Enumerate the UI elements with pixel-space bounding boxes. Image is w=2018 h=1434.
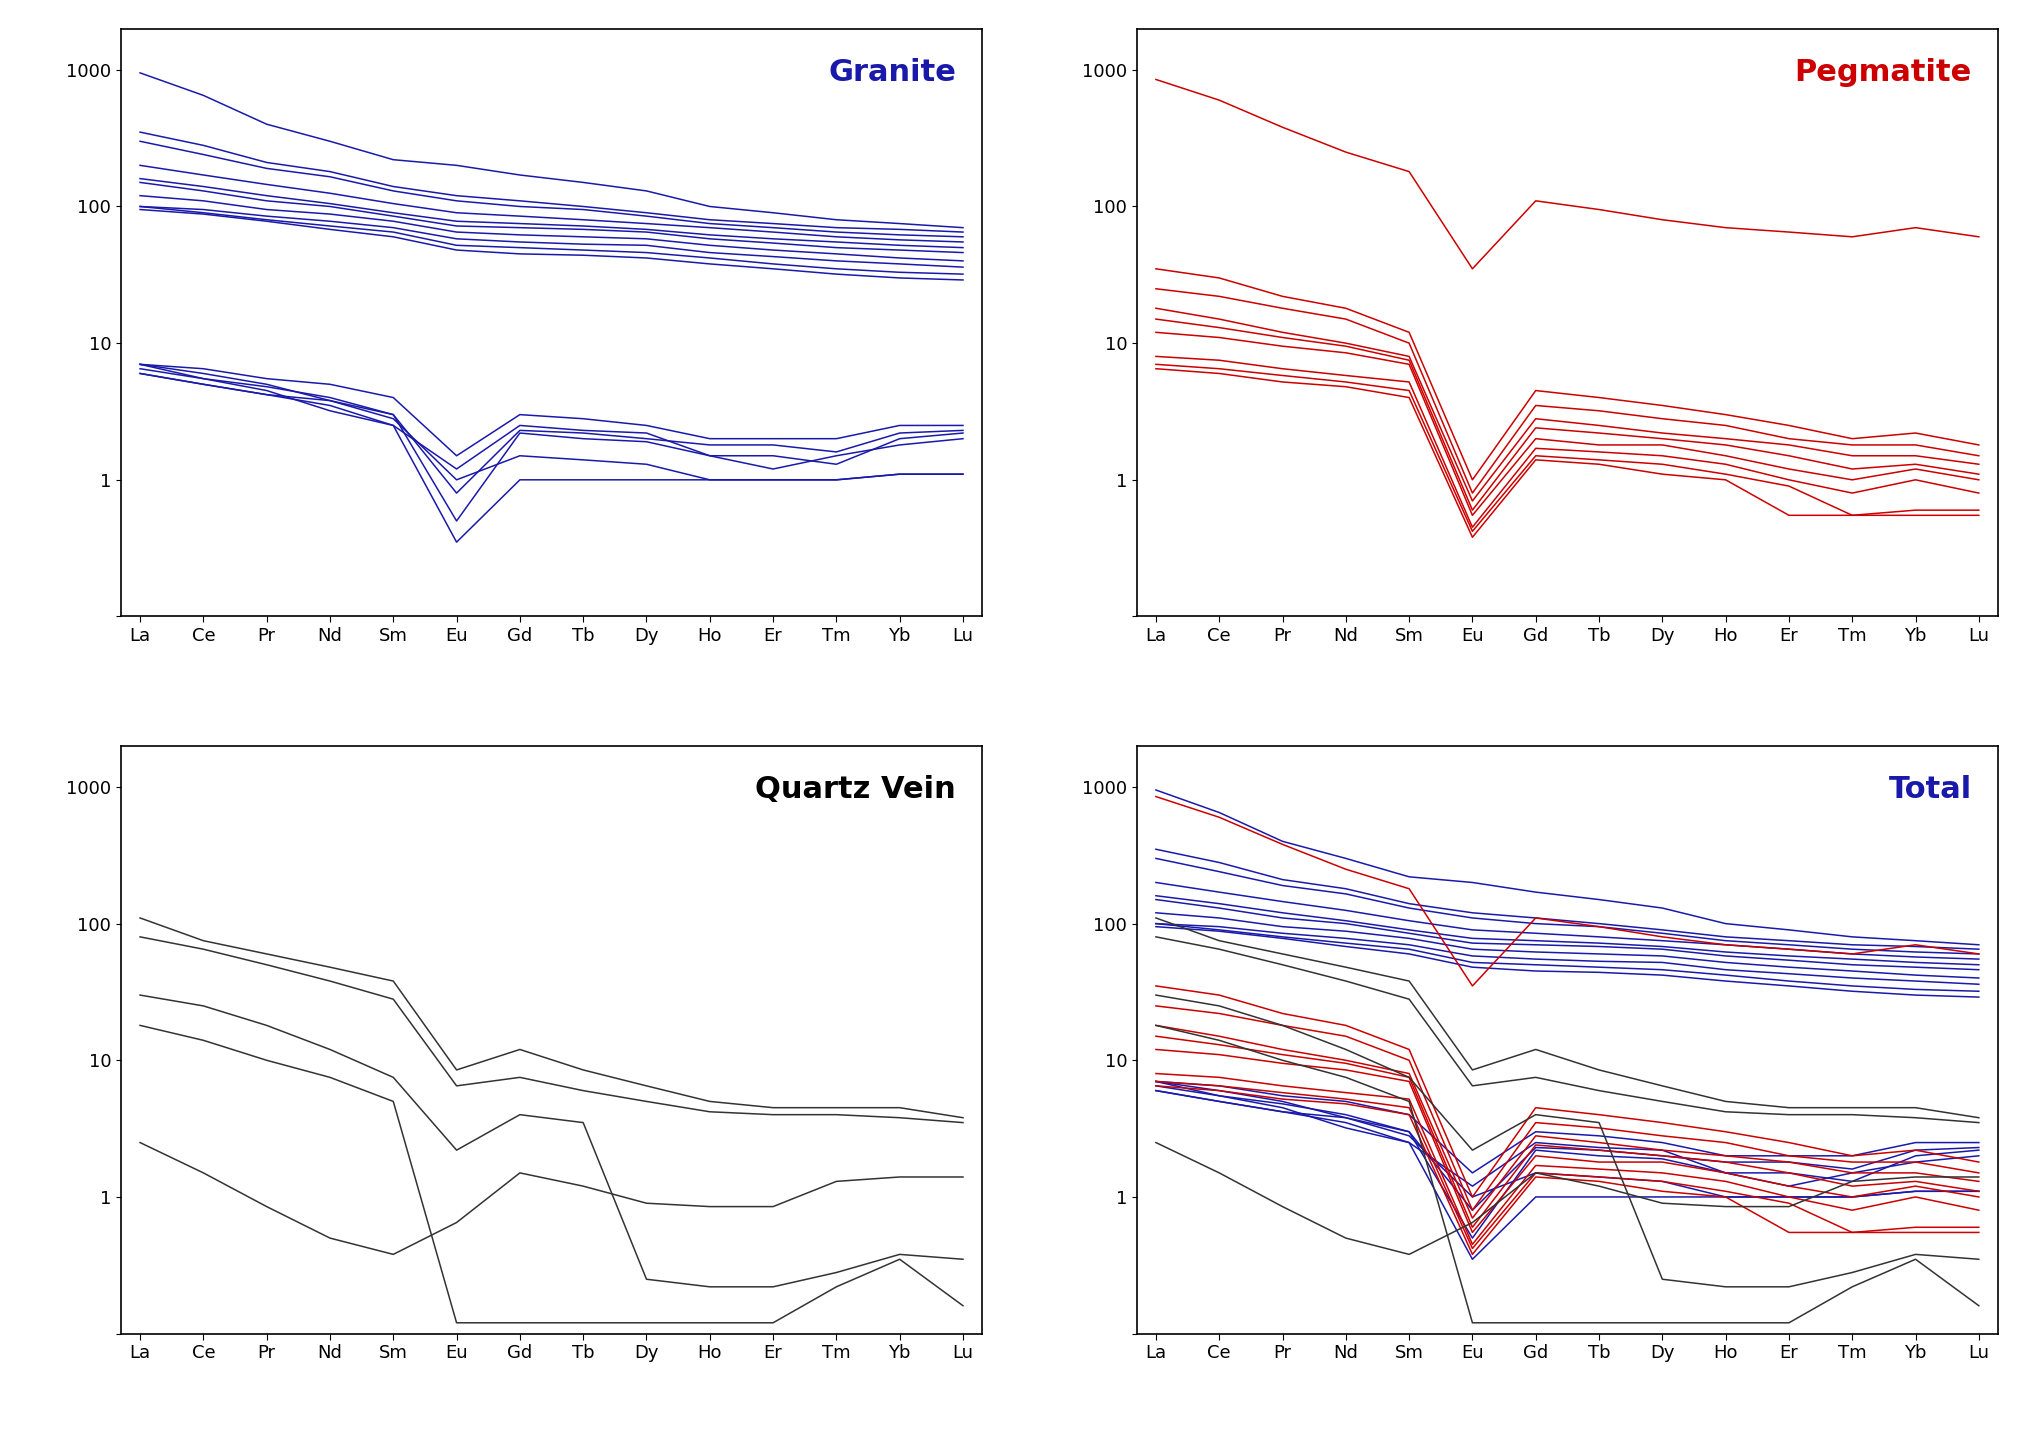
Text: Total: Total xyxy=(1889,776,1972,804)
Text: Quartz Vein: Quartz Vein xyxy=(755,776,957,804)
Text: Pegmatite: Pegmatite xyxy=(1794,57,1972,87)
Text: Granite: Granite xyxy=(827,57,957,87)
